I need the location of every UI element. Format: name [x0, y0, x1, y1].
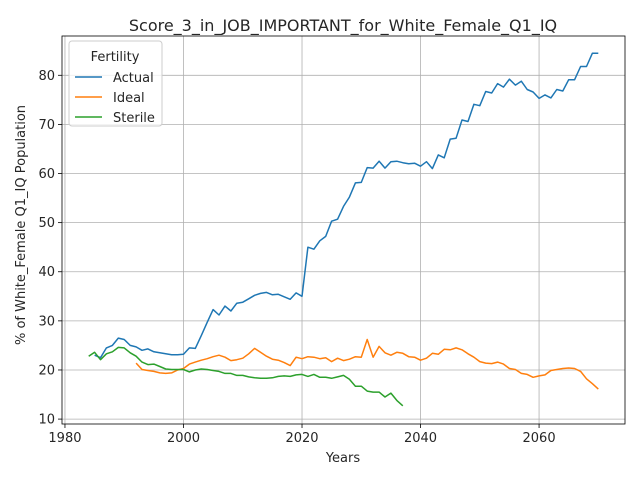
x-axis-label: Years	[325, 451, 361, 466]
x-tick-label: 2000	[167, 431, 200, 446]
y-tick-label: 50	[38, 216, 55, 231]
y-tick-label: 10	[38, 413, 55, 428]
x-tick-label: 2040	[404, 431, 437, 446]
legend-label-sterile: Sterile	[113, 111, 155, 126]
x-tick-label: 1980	[48, 431, 81, 446]
series-line-ideal	[135, 338, 599, 390]
legend-entries: Actual Ideal Sterile	[75, 71, 155, 126]
y-tick-label: 40	[38, 265, 55, 280]
plot-frame	[61, 35, 626, 425]
legend-frame	[68, 40, 163, 127]
legend-title: Fertility	[91, 50, 140, 65]
y-tick-label: 20	[38, 363, 55, 378]
x-tick-label: 2020	[285, 431, 318, 446]
y-tick-label: 30	[38, 314, 55, 329]
y-tick-label: 60	[38, 167, 55, 182]
series-line-sterile	[88, 346, 404, 407]
x-tick-label: 2060	[523, 431, 556, 446]
y-tick-label: 80	[38, 69, 55, 84]
legend: Fertility Actual Ideal Sterile	[68, 40, 163, 127]
series-line-actual	[94, 52, 599, 359]
y-tick-label: 70	[38, 118, 55, 133]
y-axis-label: % of White_Female Q1_IQ Population	[14, 105, 29, 345]
legend-label-ideal: Ideal	[113, 91, 145, 106]
plot-area: 1980 2000 2020 2040 2060 10 20 30 40 50 60 70 80	[38, 35, 626, 446]
chart-title: Score_3_in_JOB_IMPORTANT_for_White_Femal…	[129, 16, 557, 36]
legend-label-actual: Actual	[113, 71, 154, 86]
